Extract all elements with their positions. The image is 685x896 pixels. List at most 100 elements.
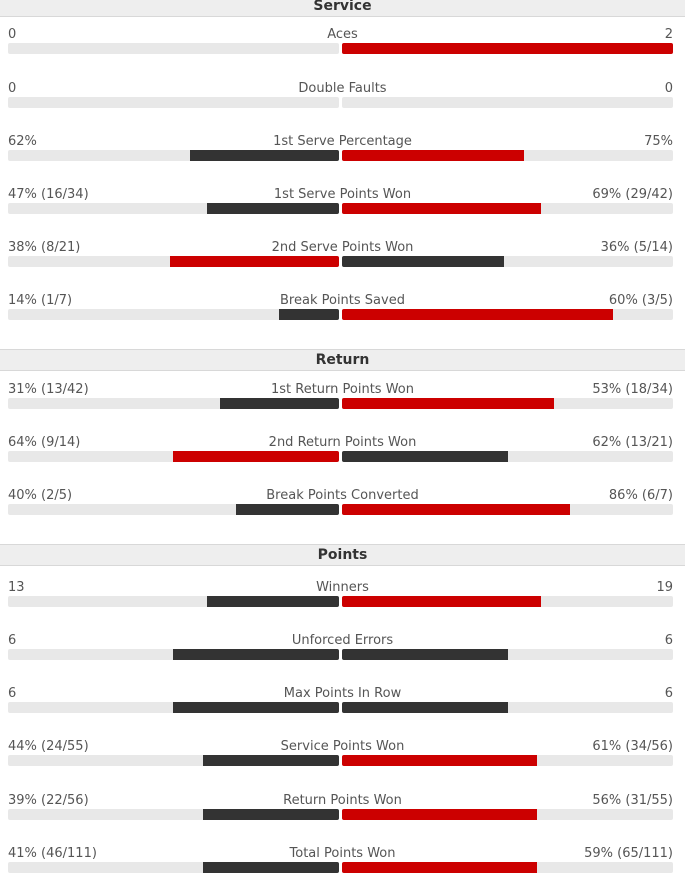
stat-row: 41% (46/111) Total Points Won 59% (65/111) bbox=[0, 846, 685, 896]
right-player-value: 19 bbox=[656, 580, 673, 595]
stat-row: 14% (1/7) Break Points Saved 60% (3/5) bbox=[0, 293, 685, 343]
stat-name: 1st Return Points Won bbox=[270, 382, 414, 397]
stat-name: Total Points Won bbox=[289, 846, 396, 861]
left-bar-fill bbox=[190, 150, 339, 161]
right-bar-track bbox=[342, 150, 673, 161]
left-bar-fill bbox=[203, 755, 339, 766]
right-bar-track bbox=[342, 203, 673, 214]
stat-name: Service Points Won bbox=[280, 739, 405, 754]
right-bar-track bbox=[342, 809, 673, 820]
stat-row: 13 Winners 19 bbox=[0, 580, 685, 630]
right-bar-track bbox=[342, 504, 673, 515]
left-bar-fill bbox=[203, 862, 339, 873]
right-player-value: 6 bbox=[664, 686, 673, 701]
left-bar-track bbox=[8, 596, 339, 607]
left-bar-track bbox=[8, 702, 339, 713]
stat-name: Return Points Won bbox=[283, 793, 402, 808]
stat-name: Aces bbox=[327, 27, 358, 42]
right-bar-fill bbox=[342, 504, 570, 515]
left-bar-fill bbox=[220, 398, 339, 409]
stat-row: 62% 1st Serve Percentage 75% bbox=[0, 134, 685, 184]
stat-row: 31% (13/42) 1st Return Points Won 53% (18/… bbox=[0, 382, 685, 432]
left-bar-track bbox=[8, 203, 339, 214]
right-bar-track bbox=[342, 451, 673, 462]
section-header: Service bbox=[0, 0, 685, 17]
stat-name: Break Points Converted bbox=[266, 488, 419, 503]
right-bar-fill bbox=[342, 755, 537, 766]
right-bar-fill bbox=[342, 150, 524, 161]
right-bar-track bbox=[342, 649, 673, 660]
right-bar-fill bbox=[342, 596, 541, 607]
right-bar-track bbox=[342, 702, 673, 713]
left-player-value: 31% (13/42) bbox=[8, 382, 89, 397]
stat-name: 2nd Return Points Won bbox=[268, 435, 417, 450]
right-player-value: 62% (13/21) bbox=[592, 435, 673, 450]
left-player-value: 6 bbox=[8, 686, 17, 701]
left-bar-track bbox=[8, 309, 339, 320]
right-bar-fill bbox=[342, 702, 508, 713]
right-bar-track bbox=[342, 862, 673, 873]
left-player-value: 41% (46/111) bbox=[8, 846, 97, 861]
left-player-value: 64% (9/14) bbox=[8, 435, 81, 450]
stat-name: Double Faults bbox=[298, 81, 387, 96]
stat-row: 64% (9/14) 2nd Return Points Won 62% (13/2… bbox=[0, 435, 685, 485]
right-bar-track bbox=[342, 256, 673, 267]
right-player-value: 2 bbox=[664, 27, 673, 42]
stat-name: Break Points Saved bbox=[280, 293, 405, 308]
right-player-value: 6 bbox=[664, 633, 673, 648]
left-player-value: 0 bbox=[8, 81, 17, 96]
right-player-value: 36% (5/14) bbox=[600, 240, 673, 255]
left-bar-fill bbox=[279, 309, 339, 320]
left-bar-track bbox=[8, 862, 339, 873]
right-bar-track bbox=[342, 398, 673, 409]
right-player-value: 61% (34/56) bbox=[592, 739, 673, 754]
stat-name: Winners bbox=[316, 580, 369, 595]
right-bar-track bbox=[342, 43, 673, 54]
section-header: Points bbox=[0, 544, 685, 566]
right-player-value: 59% (65/111) bbox=[584, 846, 673, 861]
right-player-value: 60% (3/5) bbox=[608, 293, 673, 308]
right-bar-fill bbox=[342, 862, 537, 873]
left-bar-track bbox=[8, 504, 339, 515]
left-bar-fill bbox=[173, 649, 339, 660]
right-bar-fill bbox=[342, 649, 508, 660]
left-bar-fill bbox=[207, 596, 339, 607]
left-player-value: 44% (24/55) bbox=[8, 739, 89, 754]
stat-name: Unforced Errors bbox=[291, 633, 394, 648]
right-player-value: 75% bbox=[644, 134, 673, 149]
right-bar-fill bbox=[342, 203, 541, 214]
stat-row: 40% (2/5) Break Points Converted 86% (6/7) bbox=[0, 488, 685, 538]
left-bar-track bbox=[8, 398, 339, 409]
stat-name: 1st Serve Points Won bbox=[273, 187, 412, 202]
left-player-value: 47% (16/34) bbox=[8, 187, 89, 202]
right-player-value: 0 bbox=[664, 81, 673, 96]
left-bar-track bbox=[8, 256, 339, 267]
right-bar-fill bbox=[342, 398, 554, 409]
left-player-value: 62% bbox=[8, 134, 37, 149]
left-player-value: 13 bbox=[8, 580, 25, 595]
stat-row: 38% (8/21) 2nd Serve Points Won 36% (5/14) bbox=[0, 240, 685, 290]
left-bar-fill bbox=[173, 451, 339, 462]
right-bar-fill bbox=[342, 451, 508, 462]
right-bar-track bbox=[342, 596, 673, 607]
left-player-value: 14% (1/7) bbox=[8, 293, 73, 308]
left-bar-track bbox=[8, 755, 339, 766]
stat-row: 39% (22/56) Return Points Won 56% (31/55) bbox=[0, 793, 685, 843]
right-bar-fill bbox=[342, 43, 673, 54]
left-player-value: 38% (8/21) bbox=[8, 240, 81, 255]
stat-name: Max Points In Row bbox=[283, 686, 402, 701]
right-player-value: 56% (31/55) bbox=[592, 793, 673, 808]
right-bar-track bbox=[342, 755, 673, 766]
left-bar-fill bbox=[203, 809, 339, 820]
left-bar-track bbox=[8, 649, 339, 660]
left-bar-track bbox=[8, 97, 339, 108]
stat-name: 2nd Serve Points Won bbox=[271, 240, 414, 255]
right-player-value: 86% (6/7) bbox=[608, 488, 673, 503]
left-bar-fill bbox=[207, 203, 339, 214]
right-bar-fill bbox=[342, 809, 537, 820]
left-player-value: 6 bbox=[8, 633, 17, 648]
left-bar-track bbox=[8, 43, 339, 54]
stat-row: 47% (16/34) 1st Serve Points Won 69% (29/4… bbox=[0, 187, 685, 237]
right-bar-fill bbox=[342, 256, 504, 267]
right-bar-track bbox=[342, 309, 673, 320]
